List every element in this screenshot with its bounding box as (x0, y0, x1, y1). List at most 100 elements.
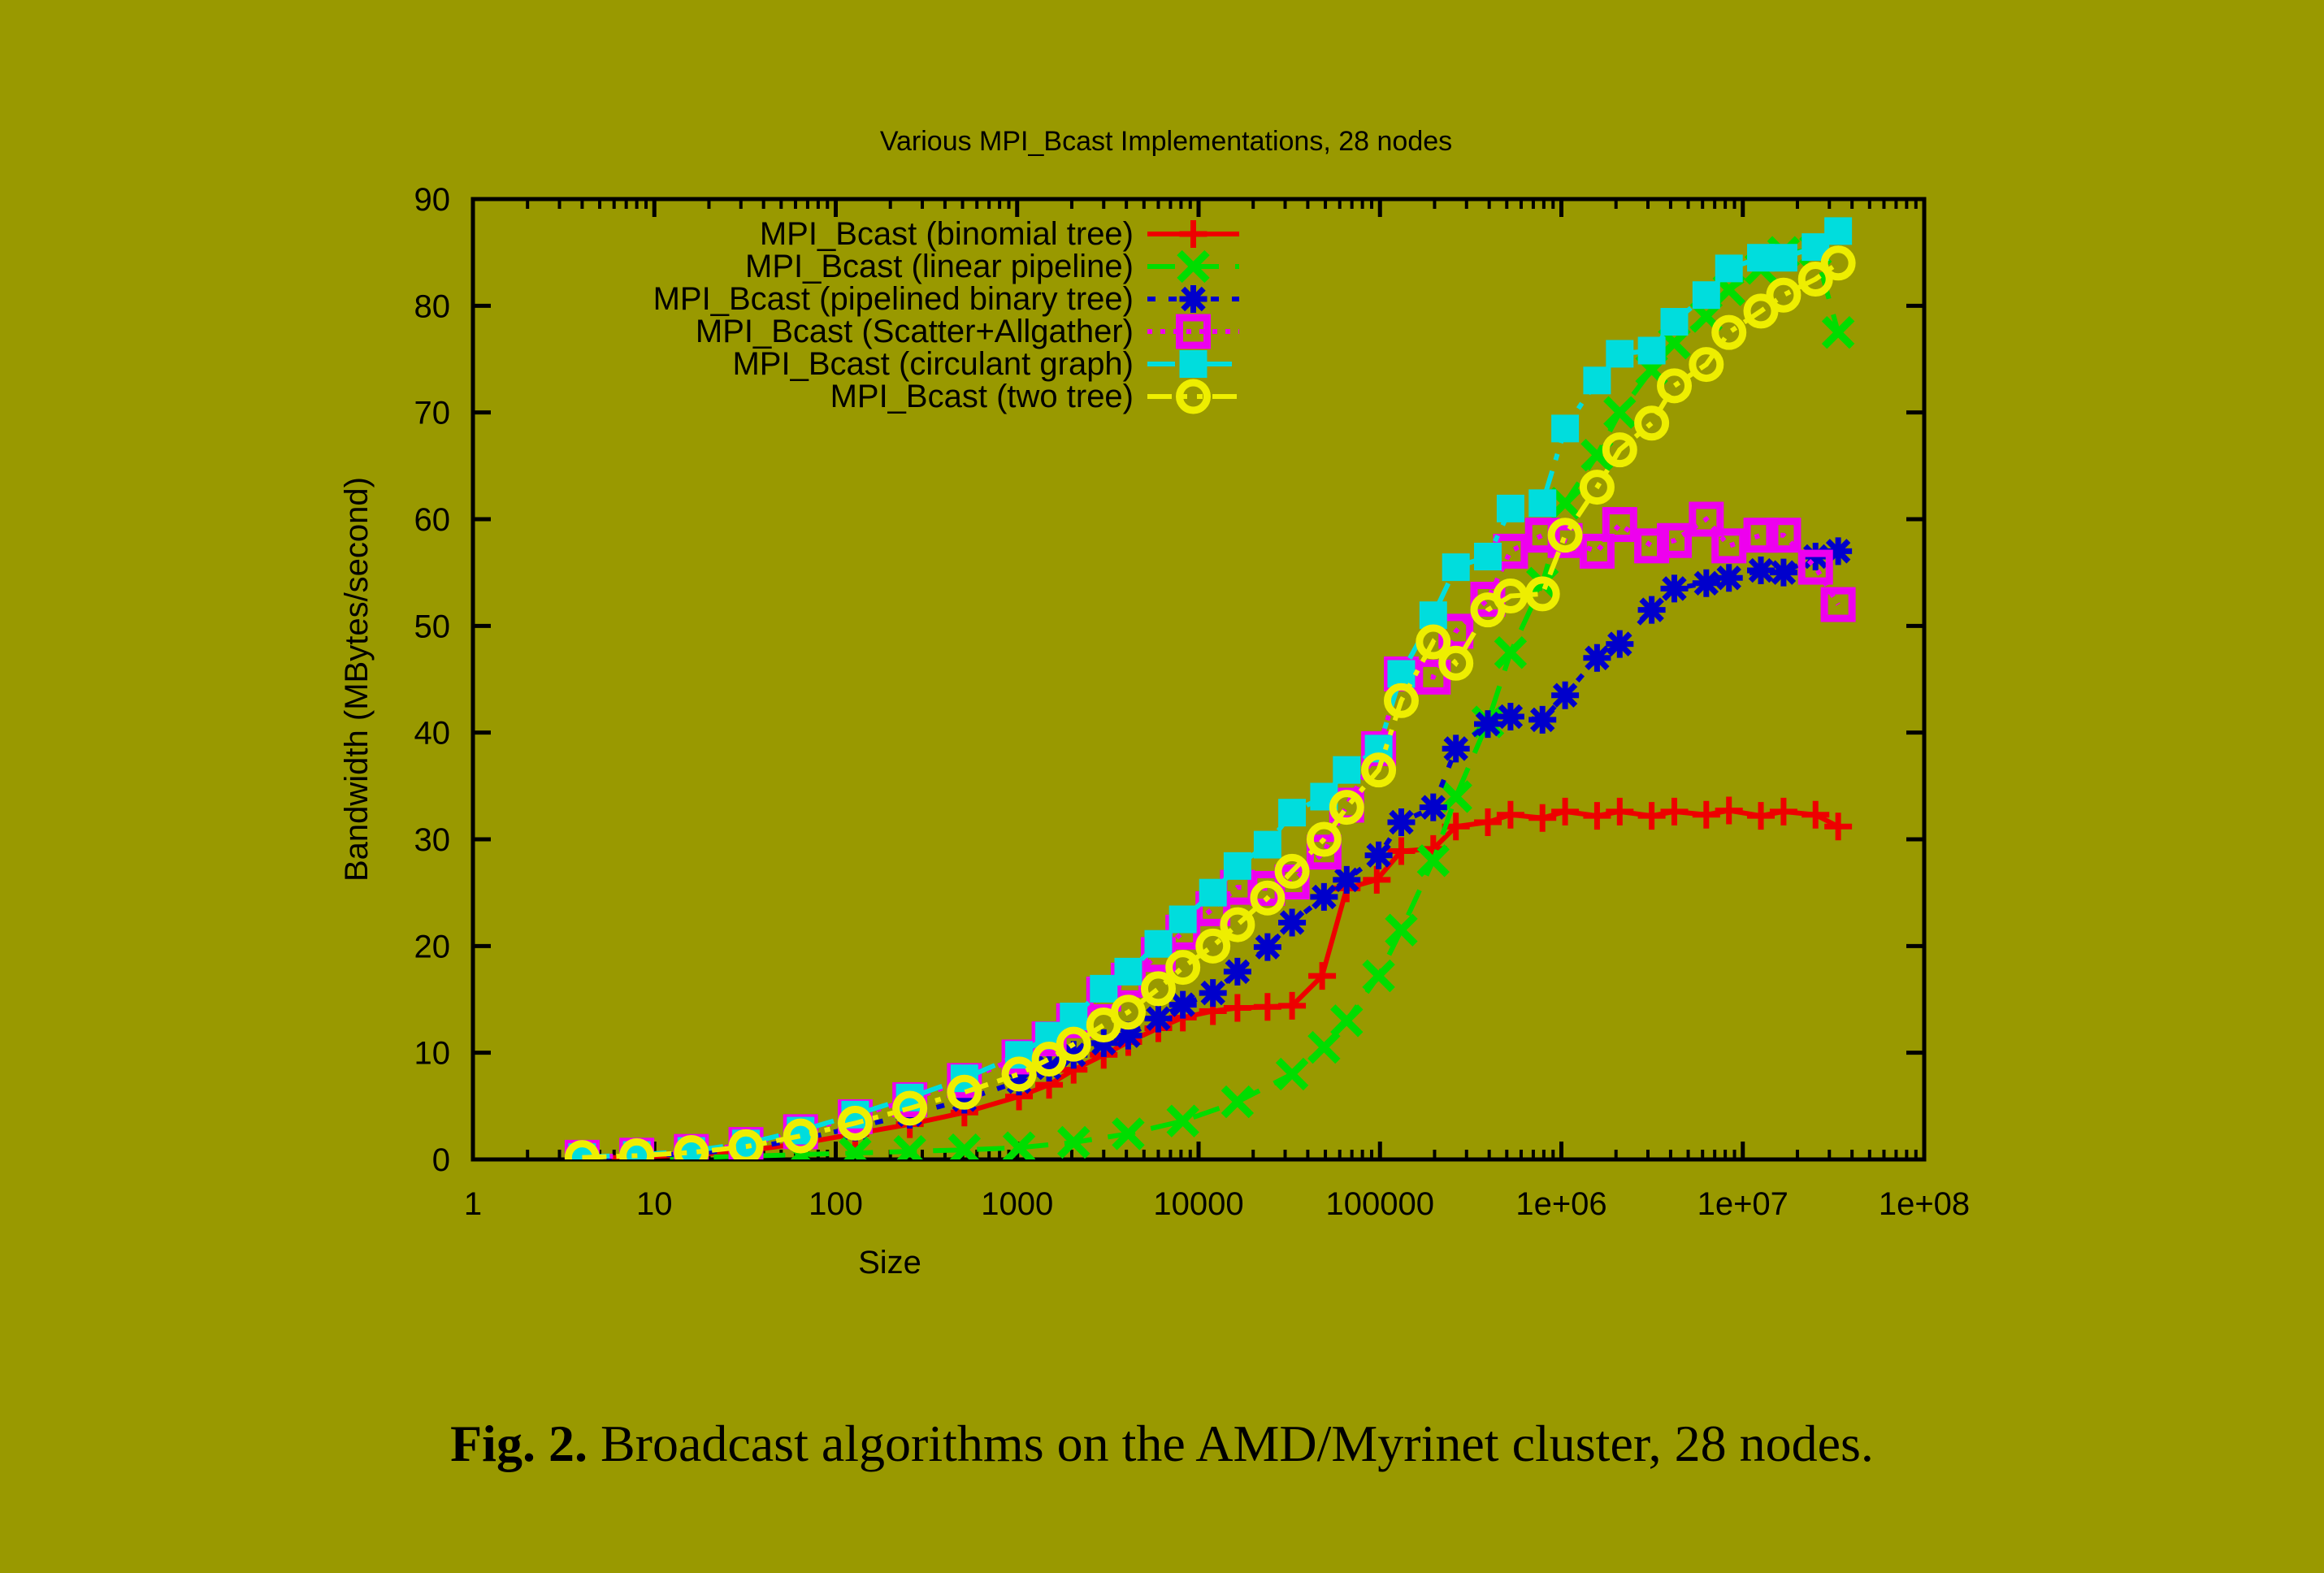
marker-square-filled (1692, 281, 1720, 310)
marker-x (1416, 844, 1450, 878)
marker-star (1662, 576, 1687, 601)
legend-key-2 (1147, 285, 1239, 313)
marker-square-filled (1715, 254, 1743, 283)
y-axis-label: Bandwidth (MBytes/second) (339, 477, 375, 882)
marker-circle-open (1689, 347, 1724, 383)
marker-star (1366, 843, 1391, 868)
marker-circle-open (783, 1118, 818, 1154)
marker-star (1529, 707, 1555, 733)
marker-star (1585, 645, 1610, 670)
marker-square-filled (1144, 930, 1173, 958)
marker-x (1603, 396, 1637, 429)
marker-x (1166, 1104, 1199, 1138)
marker-star (1771, 560, 1797, 585)
marker-x (1307, 1030, 1341, 1064)
x-tick-label: 100 (809, 1186, 863, 1222)
marker-x (1821, 315, 1855, 349)
marker-star (1225, 959, 1251, 985)
marker-circle-open (947, 1074, 982, 1110)
marker-star (1552, 682, 1578, 708)
marker-circle-open (564, 1140, 600, 1159)
y-tick-label: 10 (414, 1036, 451, 1072)
marker-x (1494, 635, 1528, 670)
marker-circle-open (1031, 1042, 1067, 1077)
marker-square-filled (1333, 756, 1361, 784)
legend-label-5: MPI_Bcast (two tree) (830, 379, 1134, 414)
figure-caption: Fig. 2. Broadcast algorithms on the AMD/… (0, 1414, 2324, 1474)
marker-circle-open (1165, 950, 1201, 986)
marker-x (949, 1133, 982, 1159)
marker-star (1475, 711, 1501, 737)
marker-x (1330, 1004, 1364, 1038)
marker-square-filled (1824, 217, 1853, 245)
marker-circle-open (1140, 971, 1176, 1007)
marker-star (1498, 704, 1524, 730)
marker-x (1221, 1085, 1255, 1119)
legend-key-0 (1147, 220, 1239, 248)
marker-x (896, 1134, 926, 1159)
marker-square-filled (1114, 957, 1142, 986)
marker-circle-open (892, 1090, 928, 1126)
marker-x (1177, 249, 1210, 284)
marker-circle-open (1220, 907, 1255, 942)
y-tick-label: 0 (432, 1142, 450, 1178)
marker-circle-open (1657, 368, 1693, 404)
marker-circle-open (1250, 880, 1286, 916)
marker-circle-open (1743, 293, 1779, 329)
marker-square-filled (1637, 336, 1666, 365)
y-tick-label: 90 (414, 182, 451, 218)
marker-circle-open (1195, 928, 1231, 964)
marker-star (1607, 631, 1632, 656)
y-tick-label: 30 (414, 822, 451, 858)
marker-star (1170, 992, 1195, 1017)
marker-circle-open (728, 1129, 764, 1159)
figure-label: Fig. 2. (450, 1415, 588, 1472)
marker-star (1255, 934, 1281, 960)
y-tick-label: 70 (414, 396, 451, 431)
legend-label-2: MPI_Bcast (pipelined binary tree) (653, 281, 1134, 317)
marker-circle-open (1634, 405, 1670, 441)
marker-square-open (1711, 528, 1747, 564)
marker-circle-open (1329, 790, 1364, 826)
legend-label-1: MPI_Bcast (linear pipeline) (745, 249, 1134, 284)
marker-circle-open (1438, 645, 1474, 681)
marker-square-open (1820, 587, 1856, 622)
legend-label-3: MPI_Bcast (Scatter+Allgather) (696, 314, 1134, 349)
legend-key-3 (1147, 314, 1239, 349)
marker-square-filled (1060, 1003, 1088, 1031)
marker-circle-open (1361, 752, 1397, 788)
marker-square-open (1634, 528, 1670, 564)
marker-square-open (1602, 507, 1637, 543)
y-tick-label: 60 (414, 502, 451, 538)
marker-square-filled (1442, 553, 1470, 582)
marker-circle-open (1820, 245, 1856, 281)
marker-circle-open (1274, 853, 1310, 889)
marker-square-filled (1179, 350, 1208, 378)
marker-x (1385, 913, 1418, 947)
marker-star (1639, 597, 1664, 622)
x-axis-label: Size (858, 1245, 921, 1280)
marker-circle-open (1001, 1056, 1037, 1092)
marker-square-filled (1583, 366, 1611, 395)
chart-title: Various MPI_Bcast Implementations, 28 no… (880, 126, 1452, 157)
x-tick-label: 1e+06 (1515, 1186, 1606, 1222)
x-tick-label: 100000 (1326, 1186, 1434, 1222)
marker-square-filled (1769, 244, 1797, 272)
marker-square-filled (1253, 830, 1281, 859)
marker-square-open (1689, 501, 1724, 537)
marker-square-open (1657, 522, 1693, 558)
x-tick-label: 10 (636, 1186, 673, 1222)
marker-circle-open (1176, 379, 1211, 414)
marker-x (1057, 1125, 1090, 1159)
legend-key-5 (1147, 379, 1239, 414)
marker-square-open (1743, 518, 1779, 553)
marker-square-open (1579, 533, 1615, 569)
y-tick-label: 80 (414, 288, 451, 324)
marker-circle-open (1110, 994, 1146, 1030)
marker-star (1716, 566, 1741, 591)
marker-square-open (1797, 549, 1833, 585)
series-layer (564, 217, 1856, 1159)
marker-square-filled (1474, 542, 1502, 570)
series-5 (564, 245, 1856, 1159)
